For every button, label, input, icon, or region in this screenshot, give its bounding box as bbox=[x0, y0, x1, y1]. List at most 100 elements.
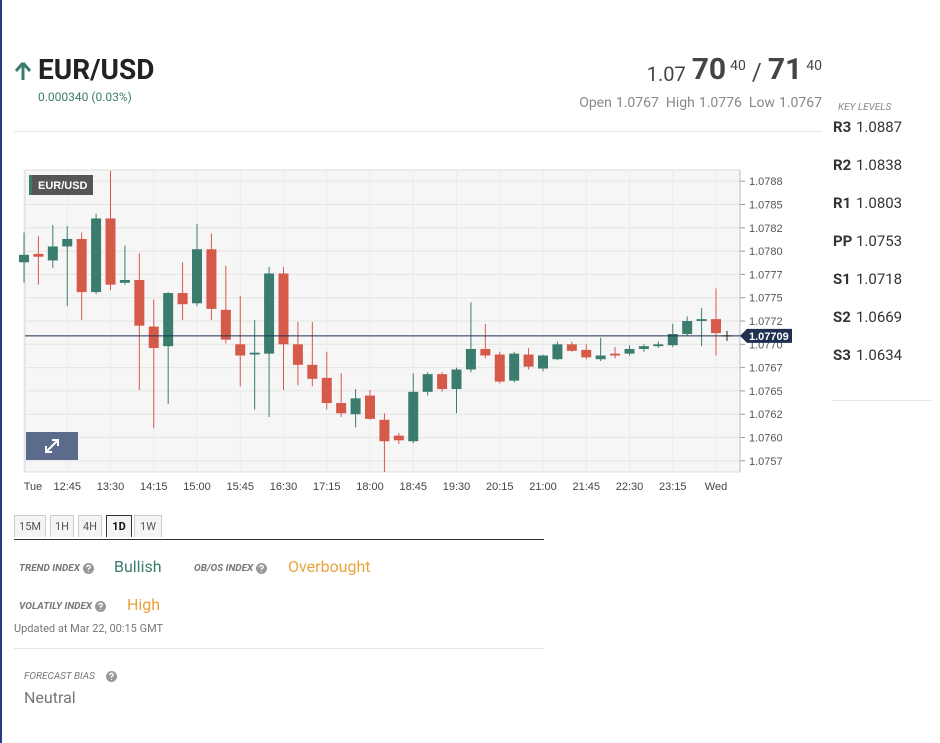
candle-body bbox=[638, 346, 649, 349]
y-tick-label: 1.0772 bbox=[749, 316, 783, 328]
candle-body bbox=[134, 279, 145, 326]
change: 0.000340 (0.03%) bbox=[38, 90, 132, 104]
stat-value: 1.0776 bbox=[698, 95, 742, 111]
candle-body bbox=[667, 334, 678, 346]
candle-body bbox=[509, 353, 520, 381]
key-levels-title: KEY LEVELS bbox=[838, 102, 892, 113]
updated: Updated at Mar 22, 00:15 GMT bbox=[14, 622, 164, 635]
candle-body bbox=[307, 364, 318, 379]
x-tick-label: 15:00 bbox=[183, 481, 211, 493]
level-value: 1.0803 bbox=[856, 194, 903, 212]
y-tick-label: 1.0760 bbox=[749, 433, 783, 445]
x-tick-label: 19:30 bbox=[443, 481, 471, 493]
stat-label: Open bbox=[579, 95, 612, 111]
candle-body bbox=[480, 348, 491, 356]
y-tick-label: 1.0767 bbox=[749, 363, 783, 375]
symbol: EUR/USD bbox=[38, 53, 155, 86]
candle-body bbox=[163, 293, 174, 347]
candle-body bbox=[62, 238, 73, 247]
help-icon[interactable] bbox=[256, 563, 267, 574]
x-tick-label: 12:45 bbox=[53, 481, 81, 493]
candle-body bbox=[192, 249, 202, 304]
candle-body bbox=[177, 293, 188, 305]
symbol-badge bbox=[29, 175, 93, 195]
candle-body bbox=[523, 354, 534, 367]
candle-body bbox=[581, 349, 592, 358]
candle-body bbox=[249, 352, 260, 355]
candle-body bbox=[278, 273, 289, 345]
index-label: VOLATILY INDEX bbox=[19, 601, 93, 612]
candle-body bbox=[624, 348, 635, 354]
timeframe-tab[interactable]: 1W bbox=[134, 515, 162, 537]
x-tick-label: 21:45 bbox=[572, 481, 600, 493]
candle-body bbox=[653, 344, 664, 347]
candle-body bbox=[379, 419, 390, 442]
timeframe-tab[interactable]: 1H bbox=[50, 515, 74, 537]
x-tick-label: 16:30 bbox=[270, 481, 298, 493]
forecast-label: FORECAST BIAS bbox=[24, 671, 95, 682]
stats: Open 1.0767 High 1.0776 Low 1.0767 bbox=[579, 95, 822, 111]
level-name: R1 bbox=[833, 194, 852, 212]
help-icon[interactable] bbox=[95, 601, 106, 612]
candle-body bbox=[566, 344, 577, 351]
level-name: S1 bbox=[833, 270, 851, 288]
bid-prefix: 1.07 bbox=[646, 62, 686, 86]
y-tick-label: 1.0782 bbox=[749, 223, 783, 235]
candle-body bbox=[119, 279, 130, 283]
help-icon[interactable] bbox=[106, 671, 117, 682]
timeframe-tab[interactable]: 1D bbox=[106, 515, 132, 537]
stat-value: 1.0767 bbox=[778, 95, 822, 111]
crosshair bbox=[722, 330, 732, 341]
candle-body bbox=[350, 398, 361, 415]
x-tick-label: 17:15 bbox=[313, 481, 341, 493]
timeframe-tab[interactable]: 4H bbox=[78, 515, 102, 537]
level-name: S2 bbox=[833, 308, 851, 326]
y-tick-label: 1.0780 bbox=[749, 246, 783, 258]
y-tick-label: 1.0757 bbox=[749, 456, 783, 468]
up-arrow-icon bbox=[14, 62, 32, 80]
candle-body bbox=[408, 391, 419, 442]
expand-icon bbox=[45, 439, 59, 453]
candle-body bbox=[365, 395, 375, 419]
candle-body bbox=[264, 273, 275, 354]
level-value: 1.0634 bbox=[856, 346, 903, 364]
candle-body bbox=[235, 344, 246, 356]
candle-body bbox=[711, 319, 721, 334]
candle-body bbox=[33, 253, 44, 257]
candle-body bbox=[321, 377, 332, 404]
level-name: S3 bbox=[833, 346, 851, 364]
x-tick-label: 23:15 bbox=[659, 481, 687, 493]
index-label: OB/OS INDEX bbox=[194, 563, 254, 574]
candle-body bbox=[336, 403, 347, 414]
level-name: R2 bbox=[833, 156, 852, 174]
tabs-underline bbox=[14, 539, 544, 540]
x-tick-label: 18:00 bbox=[356, 481, 384, 493]
candle-body bbox=[437, 374, 448, 390]
symbol-badge-label: EUR/USD bbox=[38, 180, 88, 192]
index-value: Bullish bbox=[114, 557, 162, 576]
help-icon[interactable] bbox=[83, 563, 94, 574]
candle-body bbox=[538, 355, 548, 369]
index-value: High bbox=[127, 595, 161, 614]
last-price-label: 1.07709 bbox=[749, 331, 789, 343]
candle-body bbox=[552, 344, 563, 360]
y-tick-label: 1.0777 bbox=[749, 269, 783, 281]
stat-value: 1.0767 bbox=[615, 95, 659, 111]
candle-body bbox=[105, 218, 116, 285]
level-value: 1.0753 bbox=[856, 232, 903, 250]
bid-fraction: 40 bbox=[730, 58, 746, 74]
x-tick-label: 18:45 bbox=[399, 481, 427, 493]
symbol-badge-stripe bbox=[29, 175, 32, 195]
candle-body bbox=[422, 374, 433, 392]
y-tick-label: 1.0762 bbox=[749, 409, 783, 421]
left-border bbox=[0, 0, 2, 743]
x-tick-label: 22:30 bbox=[616, 481, 644, 493]
candle-body bbox=[91, 218, 102, 293]
timeframe-tab[interactable]: 15M bbox=[14, 515, 46, 537]
candle-body bbox=[696, 319, 707, 321]
candle-body bbox=[610, 353, 621, 356]
separator: / bbox=[751, 58, 762, 86]
index-label: TREND INDEX bbox=[19, 563, 80, 574]
x-tick-label: Wed bbox=[705, 481, 727, 493]
x-tick-label: 15:45 bbox=[226, 481, 254, 493]
